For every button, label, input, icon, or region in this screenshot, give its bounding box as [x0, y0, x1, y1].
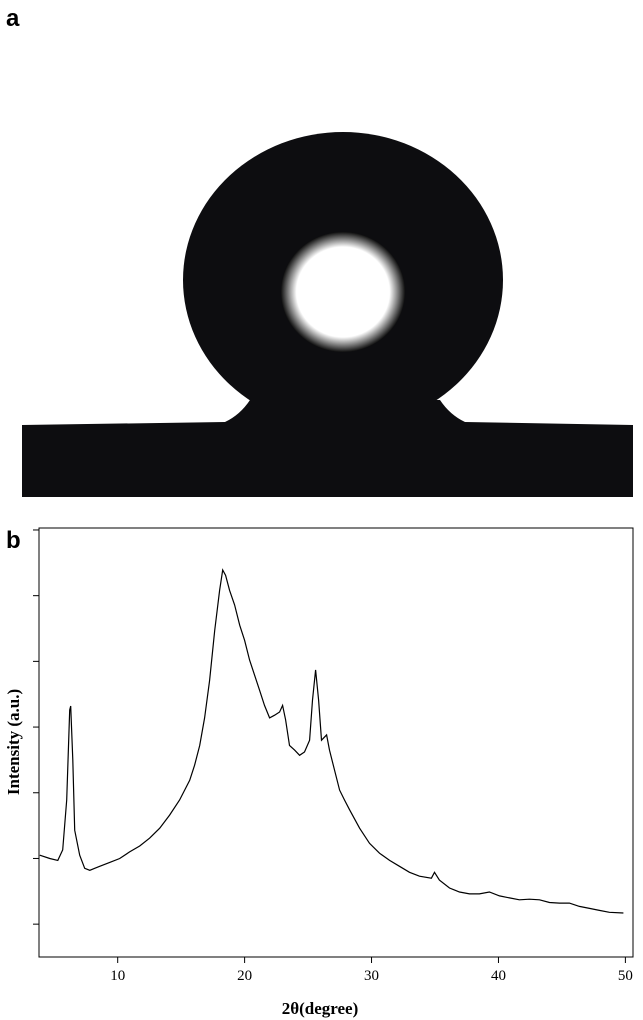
- y-axis-label: Intensity (a.u.): [4, 689, 23, 795]
- panel-label: a: [6, 5, 20, 32]
- x-axis-label: 2θ(degree): [282, 999, 359, 1018]
- x-tick-label: 30: [364, 968, 379, 984]
- figure: a b 2θ(degree) Intensity (a.u.) 10 20 30 40…: [0, 0, 643, 1020]
- x-tick-label: 10: [110, 968, 125, 984]
- x-tick-label: 20: [237, 968, 252, 984]
- panel-label: b: [6, 527, 21, 554]
- droplet-photo: [22, 132, 633, 497]
- xrd-line: [40, 570, 624, 913]
- page: a b 2θ(degree) Intensity (a.u.) 10 20 30 40…: [0, 0, 643, 1020]
- x-tick-label: 40: [491, 968, 506, 984]
- x-tick-label: 50: [618, 968, 633, 984]
- plot-frame: [39, 528, 633, 957]
